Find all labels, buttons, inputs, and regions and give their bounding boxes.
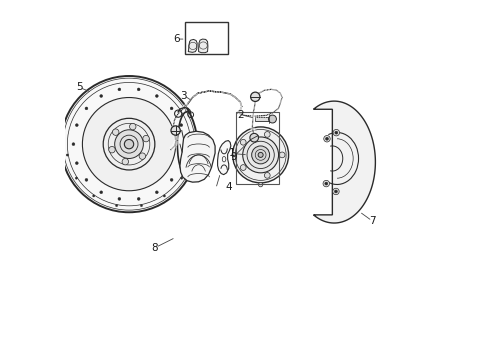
Circle shape bbox=[140, 204, 142, 207]
Circle shape bbox=[332, 130, 339, 136]
Circle shape bbox=[100, 95, 102, 98]
Circle shape bbox=[137, 88, 140, 91]
Circle shape bbox=[334, 190, 337, 193]
Circle shape bbox=[332, 188, 339, 195]
Text: 6: 6 bbox=[173, 34, 179, 44]
Circle shape bbox=[124, 139, 133, 149]
Circle shape bbox=[324, 182, 327, 185]
Text: 7: 7 bbox=[369, 216, 375, 226]
Circle shape bbox=[85, 179, 88, 181]
Text: 1: 1 bbox=[228, 148, 235, 158]
Circle shape bbox=[122, 158, 128, 165]
Circle shape bbox=[249, 134, 258, 142]
Circle shape bbox=[279, 152, 285, 158]
Circle shape bbox=[251, 146, 269, 164]
Circle shape bbox=[180, 177, 183, 179]
Bar bbox=[255, 117, 272, 121]
Circle shape bbox=[108, 147, 115, 153]
Circle shape bbox=[118, 197, 121, 200]
Circle shape bbox=[75, 177, 77, 179]
Circle shape bbox=[250, 92, 260, 102]
Circle shape bbox=[82, 98, 175, 191]
Circle shape bbox=[155, 191, 158, 194]
Circle shape bbox=[232, 127, 288, 183]
Circle shape bbox=[129, 123, 136, 130]
Polygon shape bbox=[180, 131, 215, 182]
Circle shape bbox=[258, 183, 262, 187]
Text: 4: 4 bbox=[224, 182, 231, 192]
Circle shape bbox=[334, 131, 337, 134]
Circle shape bbox=[258, 152, 263, 157]
Circle shape bbox=[325, 137, 328, 140]
Text: 8: 8 bbox=[151, 243, 158, 253]
Circle shape bbox=[240, 165, 245, 170]
Polygon shape bbox=[198, 39, 207, 53]
Circle shape bbox=[139, 153, 145, 159]
Circle shape bbox=[264, 131, 269, 137]
Circle shape bbox=[112, 129, 119, 135]
Circle shape bbox=[118, 88, 121, 91]
Text: 2: 2 bbox=[236, 111, 243, 121]
Circle shape bbox=[100, 191, 102, 194]
Text: 3: 3 bbox=[180, 91, 186, 101]
Circle shape bbox=[92, 195, 95, 197]
Circle shape bbox=[323, 180, 329, 187]
Circle shape bbox=[180, 162, 183, 165]
Circle shape bbox=[137, 197, 140, 200]
Circle shape bbox=[61, 76, 197, 212]
Circle shape bbox=[75, 124, 78, 127]
Circle shape bbox=[115, 130, 143, 158]
Circle shape bbox=[323, 135, 329, 142]
Circle shape bbox=[264, 172, 269, 178]
Circle shape bbox=[189, 154, 191, 156]
Circle shape bbox=[180, 124, 183, 127]
Circle shape bbox=[142, 135, 149, 142]
Circle shape bbox=[170, 179, 173, 181]
Circle shape bbox=[75, 162, 78, 165]
Circle shape bbox=[72, 143, 75, 145]
Bar bbox=[235, 112, 278, 184]
Circle shape bbox=[66, 154, 68, 156]
Circle shape bbox=[115, 204, 118, 207]
Circle shape bbox=[240, 139, 245, 145]
Text: 9: 9 bbox=[230, 152, 237, 162]
Circle shape bbox=[103, 118, 155, 170]
Circle shape bbox=[155, 95, 158, 98]
Bar bbox=[184, 22, 227, 54]
Polygon shape bbox=[188, 40, 197, 52]
Polygon shape bbox=[217, 140, 230, 175]
Polygon shape bbox=[313, 101, 375, 223]
Circle shape bbox=[183, 143, 185, 145]
Circle shape bbox=[242, 137, 278, 173]
Text: 5: 5 bbox=[76, 82, 82, 92]
Circle shape bbox=[170, 107, 173, 110]
Circle shape bbox=[163, 195, 165, 197]
Circle shape bbox=[171, 126, 180, 135]
Circle shape bbox=[85, 107, 88, 110]
Circle shape bbox=[268, 115, 276, 123]
